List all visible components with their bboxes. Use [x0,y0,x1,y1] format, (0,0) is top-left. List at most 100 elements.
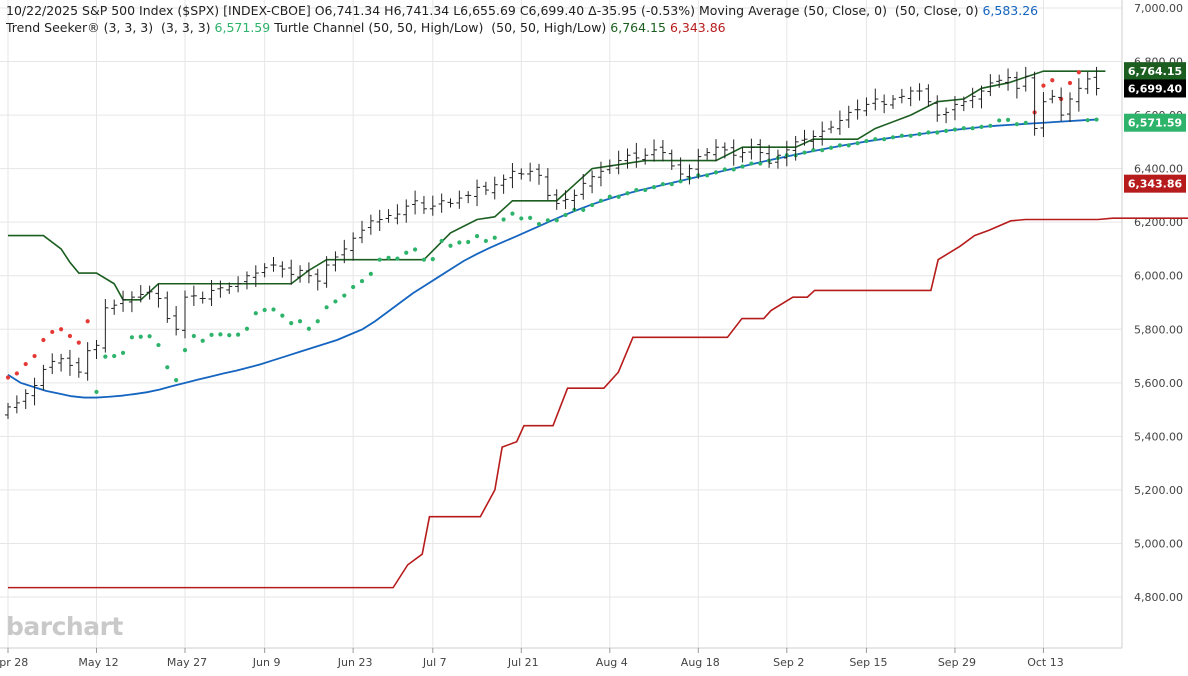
trend-seeker-dot [944,128,949,133]
trend-seeker-dot [227,333,232,338]
ohlc-bar [1093,66,1100,96]
ohlc-bar [527,162,534,182]
ohlc-bar [624,148,631,169]
trend-seeker-dot [466,239,471,245]
ohlc-bar [261,263,268,278]
ohlc-bar [474,179,481,207]
trend-seeker-dot [430,257,435,262]
ohlc-bar [332,251,339,272]
ohlc-bar [31,377,38,406]
trend-seeker-dot [740,164,745,169]
ohlc-bar [182,290,188,339]
turtle-channel-label: Turtle Channel (50, 50, High/Low) (50, 5… [274,20,607,35]
x-tick-label: Sep 29 [938,656,976,669]
ohlc-bar [730,139,737,166]
trend-seeker-dot [926,130,931,135]
trend-seeker-dot [474,234,480,239]
ohlc-bar [128,291,135,313]
trend-seeker-dot [492,235,497,240]
trend-seeker-dot [705,173,710,178]
ohlc-bar [695,148,702,179]
ohlc-bar [155,283,162,308]
ohlc-bar [651,139,658,162]
ohlc-bar [845,105,852,128]
y-tick-label: 6,000.00 [1134,270,1183,283]
x-tick-label: May 27 [167,656,207,669]
ohlc-bar [668,149,675,170]
trend-seeker-dot [448,243,453,248]
ohlc-bar [792,135,799,161]
trend-seeker-dot [174,378,179,383]
moving-average-line [7,118,1097,399]
trend-seeker-dot [483,238,488,244]
trend-seeker-dot [1076,70,1081,75]
ohlc-bar [916,83,923,101]
trend-seeker-dot [988,123,993,128]
ohlc-bar [1075,78,1082,112]
trend-seeker-dot [138,334,143,339]
x-axis-labels: Apr 28 May 12 May 27 Jun 9 Jun 23 Jul 7 Jul 21… [0,648,1064,669]
trend-seeker-dot [731,167,736,172]
trend-seeker-dot [1085,118,1090,123]
trend-seeker-dot [678,179,683,184]
trend-seeker-dot [5,375,11,380]
ohlc-bar [190,285,197,306]
ohlc-bar [615,150,622,175]
ohlc-bar [1040,92,1047,138]
ohlc-bar [739,147,746,163]
price-label-bg [1124,62,1186,81]
x-tick-label: Oct 13 [1027,656,1064,669]
trend-seeker-dot [820,148,825,153]
trend-seeker-dot [970,126,975,131]
trend-seeker-dot [368,271,373,276]
turtle-lower-value: 6,343.86 [669,20,726,35]
moving-average-value: 6,583.26 [982,3,1039,18]
trend-seeker-dot [244,326,250,331]
ohlc-bar [713,139,719,162]
trend-seeker-dot [536,221,542,227]
ohlc-bar [863,97,870,116]
grid-lines [0,0,1123,649]
ohlc-summary-text: 10/22/2025 S&P 500 Index ($SPX) [INDEX-C… [6,3,979,18]
ohlc-bar [367,214,374,235]
trend-seeker-dot [271,307,276,312]
ohlc-bar [704,148,711,160]
ohlc-bar [93,339,100,359]
trend-seeker-dot [236,332,241,337]
ohlc-bar [500,174,507,194]
price-label-tag: 6,571.59 [1124,113,1186,132]
trend-seeker-dot [112,353,117,359]
ohlc-bar [350,232,357,261]
ohlc-bar [49,353,56,374]
ohlc-bar [633,142,640,168]
trend-seeker-dot [50,329,55,335]
y-tick-label: 5,800.00 [1134,323,1183,336]
ohlc-bar [314,268,321,291]
ohlc-bar [164,291,171,323]
y-tick-label: 5,600.00 [1134,377,1183,390]
ohlc-bar [456,190,463,209]
ohlc-bar [960,96,967,112]
ohlc-bar [412,190,419,215]
y-tick-label: 5,400.00 [1134,430,1183,443]
trend-seeker-dot [554,218,559,223]
ohlc-bar [1005,68,1012,91]
ohlc-bar [606,159,613,174]
ohlc-bar [297,265,304,283]
ohlc-bar [447,198,454,208]
ohlc-bar [243,271,250,290]
trend-seeker-dot [85,319,90,324]
ohlc-bar [429,195,436,216]
ohlc-bar [978,85,985,109]
trend-seeker-dot [32,353,37,359]
ohlc-bar [66,349,73,376]
ohlc-bar [810,130,817,149]
trend-seeker-dot [165,365,170,370]
trend-seeker-dot [1023,120,1028,125]
price-label-text: 6,699.40 [1128,82,1183,95]
trend-seeker-dot [395,256,400,261]
trend-seeker-dot [421,257,427,262]
ohlc-bar [270,256,277,272]
